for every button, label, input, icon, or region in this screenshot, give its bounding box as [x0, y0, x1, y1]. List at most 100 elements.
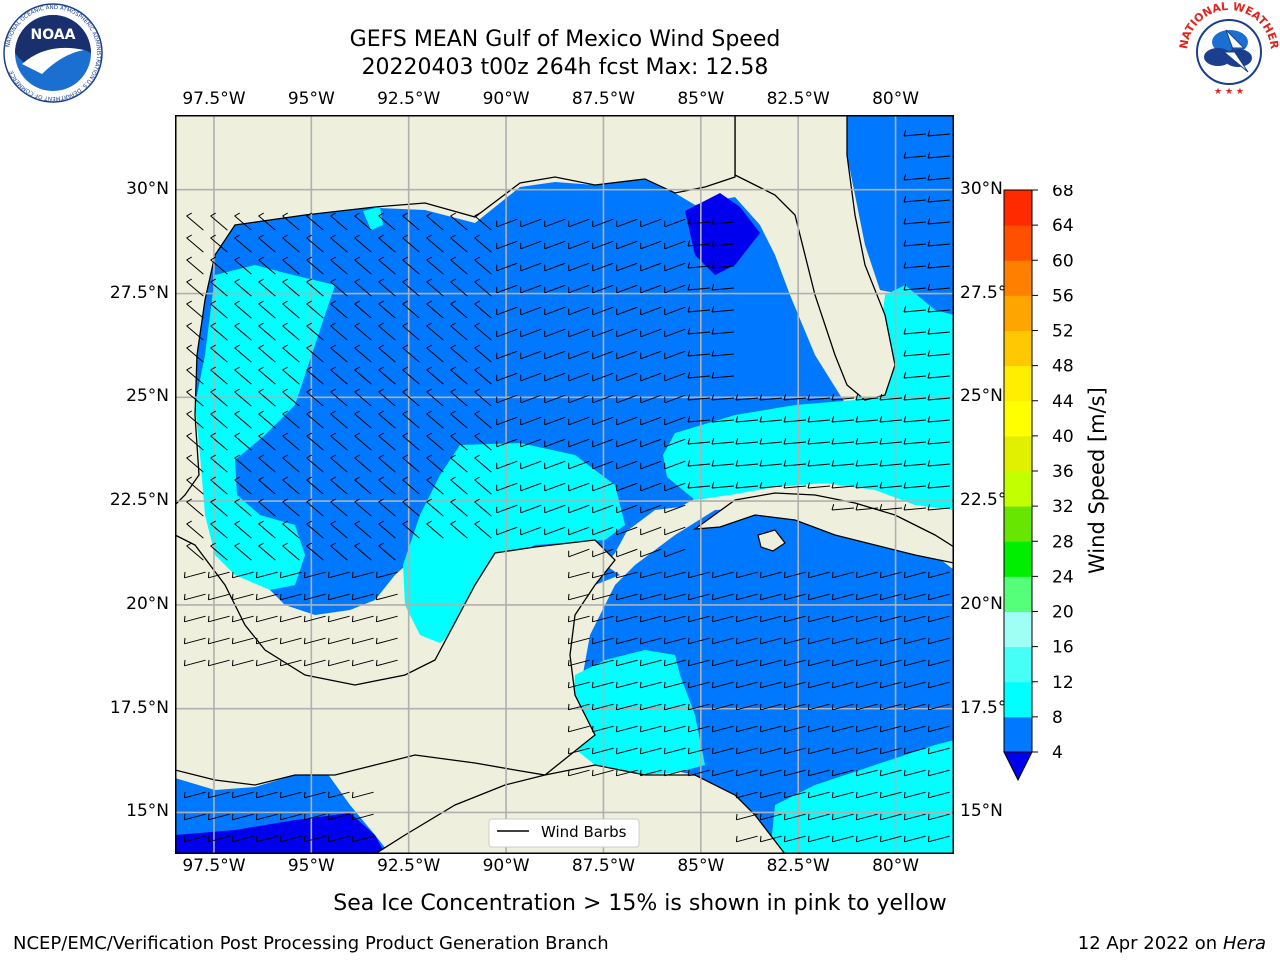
wind-barb	[351, 615, 374, 623]
wind-barb	[282, 366, 300, 385]
wind-barb	[903, 372, 927, 379]
wind-barb	[186, 410, 204, 429]
wind-barb	[592, 504, 614, 514]
wind-barb	[711, 416, 735, 423]
wind-barb	[591, 571, 614, 579]
wind-barb	[330, 212, 348, 231]
wind-barb	[426, 454, 444, 473]
wind-barb	[303, 835, 326, 843]
wind-barb	[903, 174, 927, 181]
wind-barb	[186, 476, 204, 495]
wind-barb	[927, 196, 951, 203]
wind-barb	[591, 703, 614, 711]
wind-barb	[186, 344, 204, 363]
wind-barb	[807, 460, 831, 467]
wind-barb	[426, 234, 444, 253]
wind-barb	[759, 438, 783, 445]
wind-barb	[474, 344, 492, 363]
wind-barb	[378, 432, 396, 451]
wind-barb	[927, 637, 950, 645]
wind-barb	[759, 681, 782, 689]
wind-barb	[496, 262, 518, 272]
colorbar-swatch	[1004, 716, 1032, 753]
wind-barb	[282, 388, 300, 407]
wind-barb	[664, 262, 686, 272]
tick-label: 30°N	[126, 178, 169, 199]
wind-barb	[279, 593, 302, 601]
wind-barb	[450, 410, 468, 429]
wind-barb	[567, 637, 590, 645]
tick-label: 80°W	[872, 89, 920, 109]
wind-barb	[568, 526, 590, 536]
wind-barb	[663, 747, 686, 755]
wind-barb	[282, 256, 300, 275]
wind-barb	[450, 322, 468, 341]
colorbar-swatch	[1004, 541, 1032, 577]
wind-barb	[903, 637, 926, 645]
wind-barb	[759, 725, 782, 733]
wind-barb	[903, 769, 926, 777]
wind-barb	[735, 769, 758, 777]
wind-barb	[258, 476, 276, 495]
florida-peninsula	[734, 115, 896, 401]
wind-barb	[544, 306, 566, 316]
tick-label: 90°W	[482, 89, 530, 109]
wind-barb	[258, 278, 276, 297]
wind-barb	[783, 681, 806, 689]
wind-barb	[640, 438, 662, 448]
wind-barb	[687, 240, 711, 247]
tick-label: 90°W	[482, 856, 530, 876]
wind-barb	[234, 520, 252, 539]
wind-barb	[879, 725, 902, 733]
wind-barb	[903, 130, 927, 137]
wind-barb	[664, 482, 686, 492]
wind-barb	[568, 218, 590, 228]
wind-barb	[474, 234, 492, 253]
wind-barb	[207, 835, 230, 843]
wind-barb	[592, 482, 614, 492]
wind-barb	[687, 306, 711, 313]
wind-barb	[378, 234, 396, 253]
wind-barb	[927, 152, 951, 159]
wind-barb	[903, 328, 927, 335]
wind-barb	[186, 388, 204, 407]
wind-barb	[378, 256, 396, 275]
wind-barb	[711, 350, 735, 357]
wind-barb	[615, 571, 638, 579]
wind-barb	[354, 520, 372, 539]
wind-barb	[402, 410, 420, 429]
wind-barb	[279, 637, 302, 645]
wind-barb	[568, 460, 590, 470]
wind-barb	[879, 637, 902, 645]
wind-barb	[327, 835, 350, 843]
central-america	[373, 764, 786, 854]
wind-barb	[639, 769, 662, 777]
wind-barb	[879, 703, 902, 711]
wind-barb	[879, 438, 903, 445]
wind-barb	[544, 416, 566, 426]
wind-barb	[258, 212, 276, 231]
wind-barb	[279, 615, 302, 623]
wind-barb	[234, 454, 252, 473]
wind-barb	[687, 262, 711, 269]
wind-barb	[282, 300, 300, 319]
wind-barb	[879, 747, 902, 755]
wind-barb	[807, 769, 830, 777]
wind-barb	[831, 482, 855, 489]
tick-label: 97.5°W	[182, 89, 246, 109]
colorbar-tick-label: 8	[1052, 708, 1063, 728]
colorbar-tick-label: 64	[1052, 216, 1074, 236]
tick-label: 95°W	[287, 89, 335, 109]
wind-barb	[616, 438, 638, 448]
wind-barb	[711, 284, 735, 291]
wind-barb	[711, 725, 734, 733]
wind-barb	[639, 571, 662, 579]
tick-label: 20°N	[960, 593, 1003, 614]
colorbar-swatch	[1004, 506, 1032, 542]
wind-barb	[831, 593, 854, 601]
wind-barb	[640, 372, 662, 382]
wind-barb	[186, 234, 204, 253]
wind-barb	[520, 262, 542, 272]
wind-barb	[903, 504, 927, 511]
wind-barb	[927, 306, 951, 313]
